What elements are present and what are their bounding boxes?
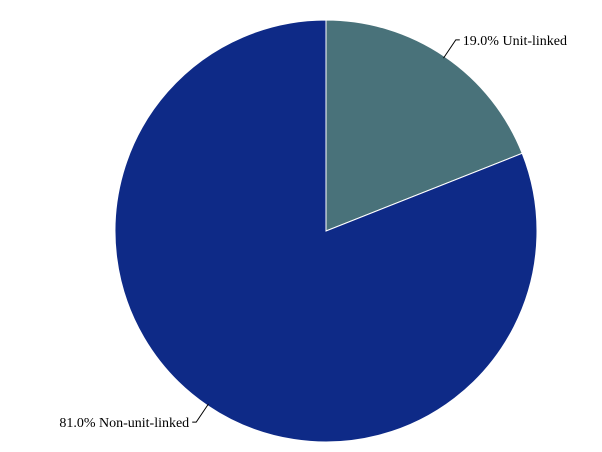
leader-line-unit-linked [443, 39, 460, 59]
leader-line-non-unit-linked [192, 403, 209, 423]
slice-labels: 19.0% Unit-linked 81.0% Non-unit-linked [59, 34, 567, 431]
leader-lines [192, 39, 460, 423]
slice-label-non-unit-linked: 81.0% Non-unit-linked [59, 416, 189, 431]
slice-label-unit-linked: 19.0% Unit-linked [463, 34, 567, 49]
pie-slices [114, 19, 538, 443]
